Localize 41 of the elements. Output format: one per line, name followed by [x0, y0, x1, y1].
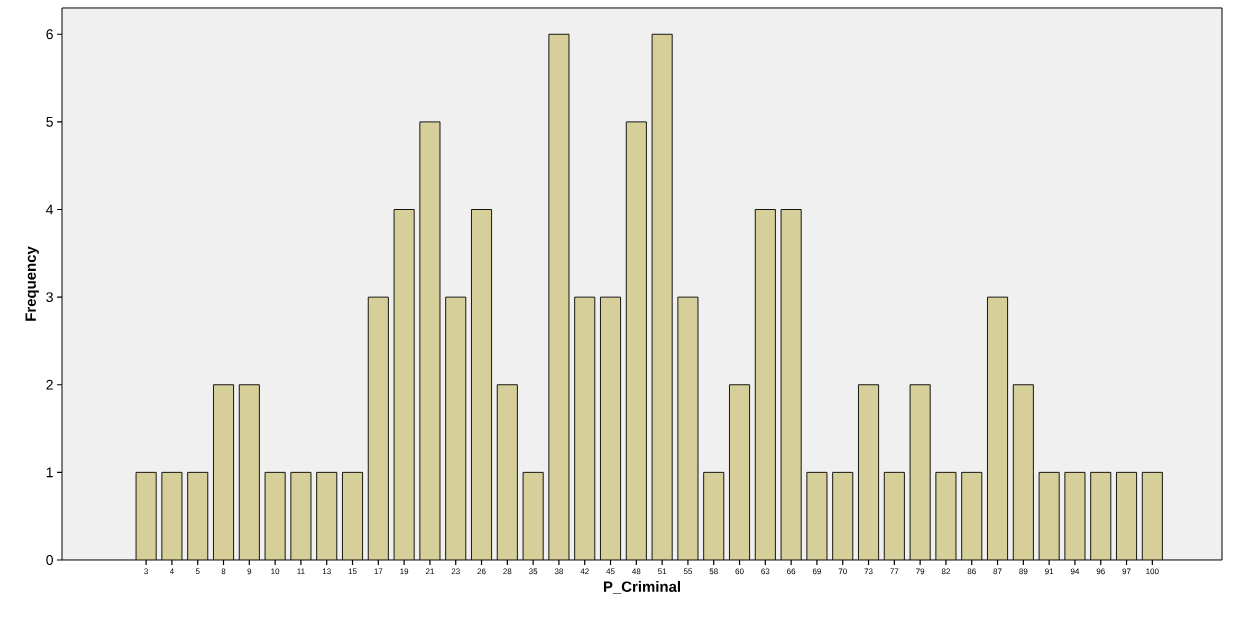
bar — [316, 472, 337, 560]
y-tick-label: 1 — [46, 467, 53, 478]
bar — [394, 209, 415, 560]
bar — [652, 34, 673, 560]
bar — [884, 472, 905, 560]
bar — [729, 384, 750, 560]
y-tick-label: 5 — [46, 117, 53, 127]
bar — [213, 384, 234, 560]
y-axis-title: Frequency — [25, 246, 39, 321]
bar — [755, 209, 776, 560]
y-tick-label: 3 — [46, 292, 53, 303]
bar — [445, 297, 466, 560]
bar — [626, 121, 647, 560]
bar — [961, 472, 982, 560]
bar — [987, 297, 1008, 560]
bar — [265, 472, 286, 560]
bar — [368, 297, 389, 560]
bar — [832, 472, 853, 560]
bar — [1116, 472, 1137, 560]
bar — [1141, 471, 1163, 560]
bar — [1090, 472, 1111, 560]
x-axis-title: P_Criminal — [603, 580, 680, 594]
bar — [858, 384, 879, 560]
bar — [471, 209, 492, 560]
bar — [136, 472, 157, 560]
bar — [1013, 384, 1034, 560]
y-tick-label: 6 — [46, 29, 53, 40]
bar — [781, 209, 802, 560]
bar — [703, 472, 724, 560]
y-tick-label: 0 — [46, 555, 53, 565]
bar — [600, 297, 621, 560]
y-tick-label: 2 — [46, 379, 53, 390]
bar — [523, 472, 544, 560]
bar — [342, 472, 363, 560]
bar — [1039, 472, 1060, 560]
bar — [574, 297, 595, 560]
bar — [187, 472, 208, 560]
bar — [910, 384, 931, 560]
y-tick-label: 4 — [46, 204, 54, 215]
bar — [239, 384, 260, 560]
bar — [497, 384, 518, 560]
